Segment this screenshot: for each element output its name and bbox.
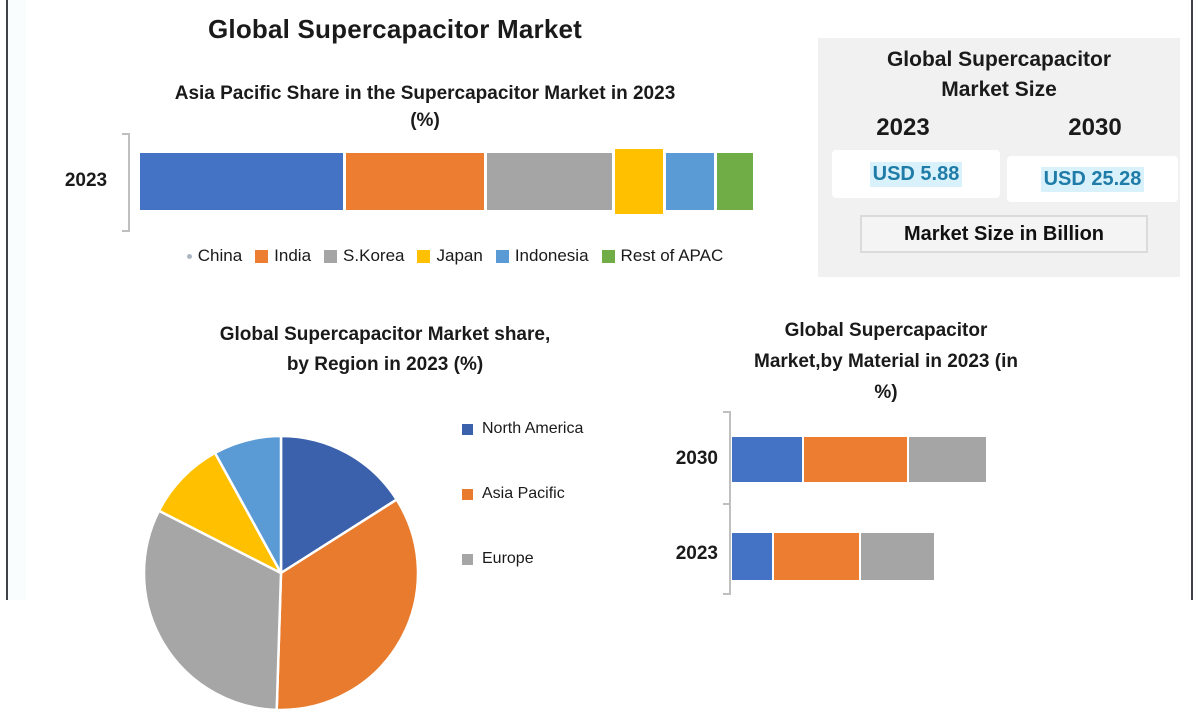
legend-label: Japan bbox=[436, 246, 483, 265]
material-chart-title: Global Supercapacitor Market,by Material… bbox=[690, 315, 1082, 408]
region-pie-legend: North America Asia Pacific Europe bbox=[462, 420, 583, 615]
legend-swatch-rest-of-apac bbox=[601, 249, 615, 263]
market-size-panel: Global Supercapacitor Market Size 2023 2… bbox=[818, 38, 1180, 277]
region-pie-chart bbox=[142, 434, 420, 712]
legend-swatch-s-korea bbox=[324, 249, 338, 263]
apac-bar-segment-india bbox=[346, 153, 484, 210]
market-size-footer: Market Size in Billion bbox=[860, 215, 1148, 253]
page-border-left bbox=[6, 0, 8, 600]
apac-stacked-bar bbox=[140, 149, 753, 214]
legend-swatch-japan bbox=[417, 249, 431, 263]
axis-tick bbox=[122, 133, 130, 135]
pie-legend-label: North America bbox=[482, 420, 584, 437]
material-chart-title-line2: Market,by Material in 2023 (in bbox=[754, 351, 1018, 372]
value-card-2023: USD 5.88 bbox=[832, 150, 1000, 198]
pie-slice-north-america bbox=[279, 434, 398, 575]
material-segment-2030-2 bbox=[804, 437, 907, 482]
apac-value-axis bbox=[122, 133, 132, 232]
pie-legend-item-north-america: North America bbox=[462, 420, 583, 438]
region-pie-title-line2: by Region in 2023 (%) bbox=[286, 354, 484, 375]
value-card-2030: USD 25.28 bbox=[1007, 156, 1178, 202]
axis-tick bbox=[122, 230, 130, 232]
axis-tick bbox=[723, 411, 731, 413]
pie-legend-swatch-asia-pacific bbox=[462, 488, 473, 500]
pie-legend-label: Asia Pacific bbox=[482, 485, 565, 502]
panel-year-2030: 2030 bbox=[1068, 114, 1122, 141]
legend-label: China bbox=[197, 246, 243, 265]
legend-item-indonesia: Indonesia bbox=[495, 246, 589, 266]
market-size-panel-title: Global Supercapacitor Market Size bbox=[818, 45, 1180, 105]
apac-chart-title-line2: (%) bbox=[410, 110, 440, 131]
region-pie-title: Global Supercapacitor Market share, by R… bbox=[100, 320, 670, 380]
legend-item-s-korea: S.Korea bbox=[324, 246, 404, 266]
material-bar-2030 bbox=[732, 437, 986, 482]
material-segment-2030-3 bbox=[908, 437, 986, 482]
apac-bar-segment-japan bbox=[615, 149, 664, 214]
apac-bar-segment-indonesia bbox=[666, 153, 715, 210]
pie-legend-item-europe: Europe bbox=[462, 550, 583, 568]
material-segment-2023-3 bbox=[861, 533, 934, 580]
legend-swatch-china bbox=[186, 253, 192, 259]
legend-label: India bbox=[274, 246, 312, 265]
material-segment-2023-2 bbox=[774, 533, 859, 580]
material-category-2023: 2023 bbox=[675, 543, 718, 564]
apac-chart-title: Asia Pacific Share in the Supercapacitor… bbox=[90, 80, 760, 134]
pie-slice-unlabeled bbox=[157, 451, 283, 575]
pie-slice-unlabeled bbox=[213, 434, 283, 575]
axis-tick bbox=[723, 593, 731, 595]
material-segment-2023-1 bbox=[732, 533, 772, 580]
legend-item-japan: Japan bbox=[417, 246, 483, 266]
panel-year-2023: 2023 bbox=[876, 114, 930, 141]
pie-legend-swatch-north-america bbox=[462, 423, 473, 435]
material-value-axis bbox=[723, 411, 733, 595]
apac-legend: China India S.Korea Japan Indonesia Rest of A… bbox=[130, 246, 780, 266]
pie-legend-item-asia-pacific: Asia Pacific bbox=[462, 485, 583, 503]
usd-value-2023: USD 5.88 bbox=[869, 161, 963, 187]
material-segment-2030-1 bbox=[732, 437, 802, 482]
legend-label: Indonesia bbox=[514, 246, 589, 265]
page-title: Global Supercapacitor Market bbox=[207, 14, 583, 44]
apac-bar-segment-rest-of-apac bbox=[717, 153, 753, 210]
panel-title-line1: Global Supercapacitor bbox=[886, 48, 1112, 71]
usd-value-2030: USD 25.28 bbox=[1040, 166, 1145, 192]
legend-label: Rest of APAC bbox=[620, 246, 724, 265]
legend-swatch-india bbox=[255, 249, 269, 263]
legend-item-china: China bbox=[186, 246, 243, 266]
legend-item-india: India bbox=[255, 246, 311, 266]
apac-bar-segment-china bbox=[140, 153, 344, 210]
legend-item-rest-of-apac: Rest of APAC bbox=[601, 246, 724, 266]
pie-legend-label: Europe bbox=[482, 550, 534, 567]
material-category-2030: 2030 bbox=[675, 448, 718, 469]
apac-chart-title-line1: Asia Pacific Share in the Supercapacitor… bbox=[174, 83, 676, 104]
panel-title-line2: Market Size bbox=[941, 78, 1057, 101]
apac-bar-segment-s-korea bbox=[486, 153, 613, 210]
left-edge-tint bbox=[8, 0, 26, 600]
pie-legend-swatch-europe bbox=[462, 553, 473, 565]
legend-label: S.Korea bbox=[343, 246, 405, 265]
legend-swatch-indonesia bbox=[495, 249, 509, 263]
axis-tick bbox=[723, 503, 731, 505]
region-pie-title-line1: Global Supercapacitor Market share, bbox=[219, 324, 551, 345]
apac-category-label: 2023 bbox=[64, 170, 108, 191]
material-chart-title-line1: Global Supercapacitor bbox=[784, 320, 988, 341]
material-bar-2023 bbox=[732, 533, 934, 580]
page-border-right bbox=[1191, 0, 1193, 600]
material-chart-title-line3: %) bbox=[874, 382, 898, 403]
